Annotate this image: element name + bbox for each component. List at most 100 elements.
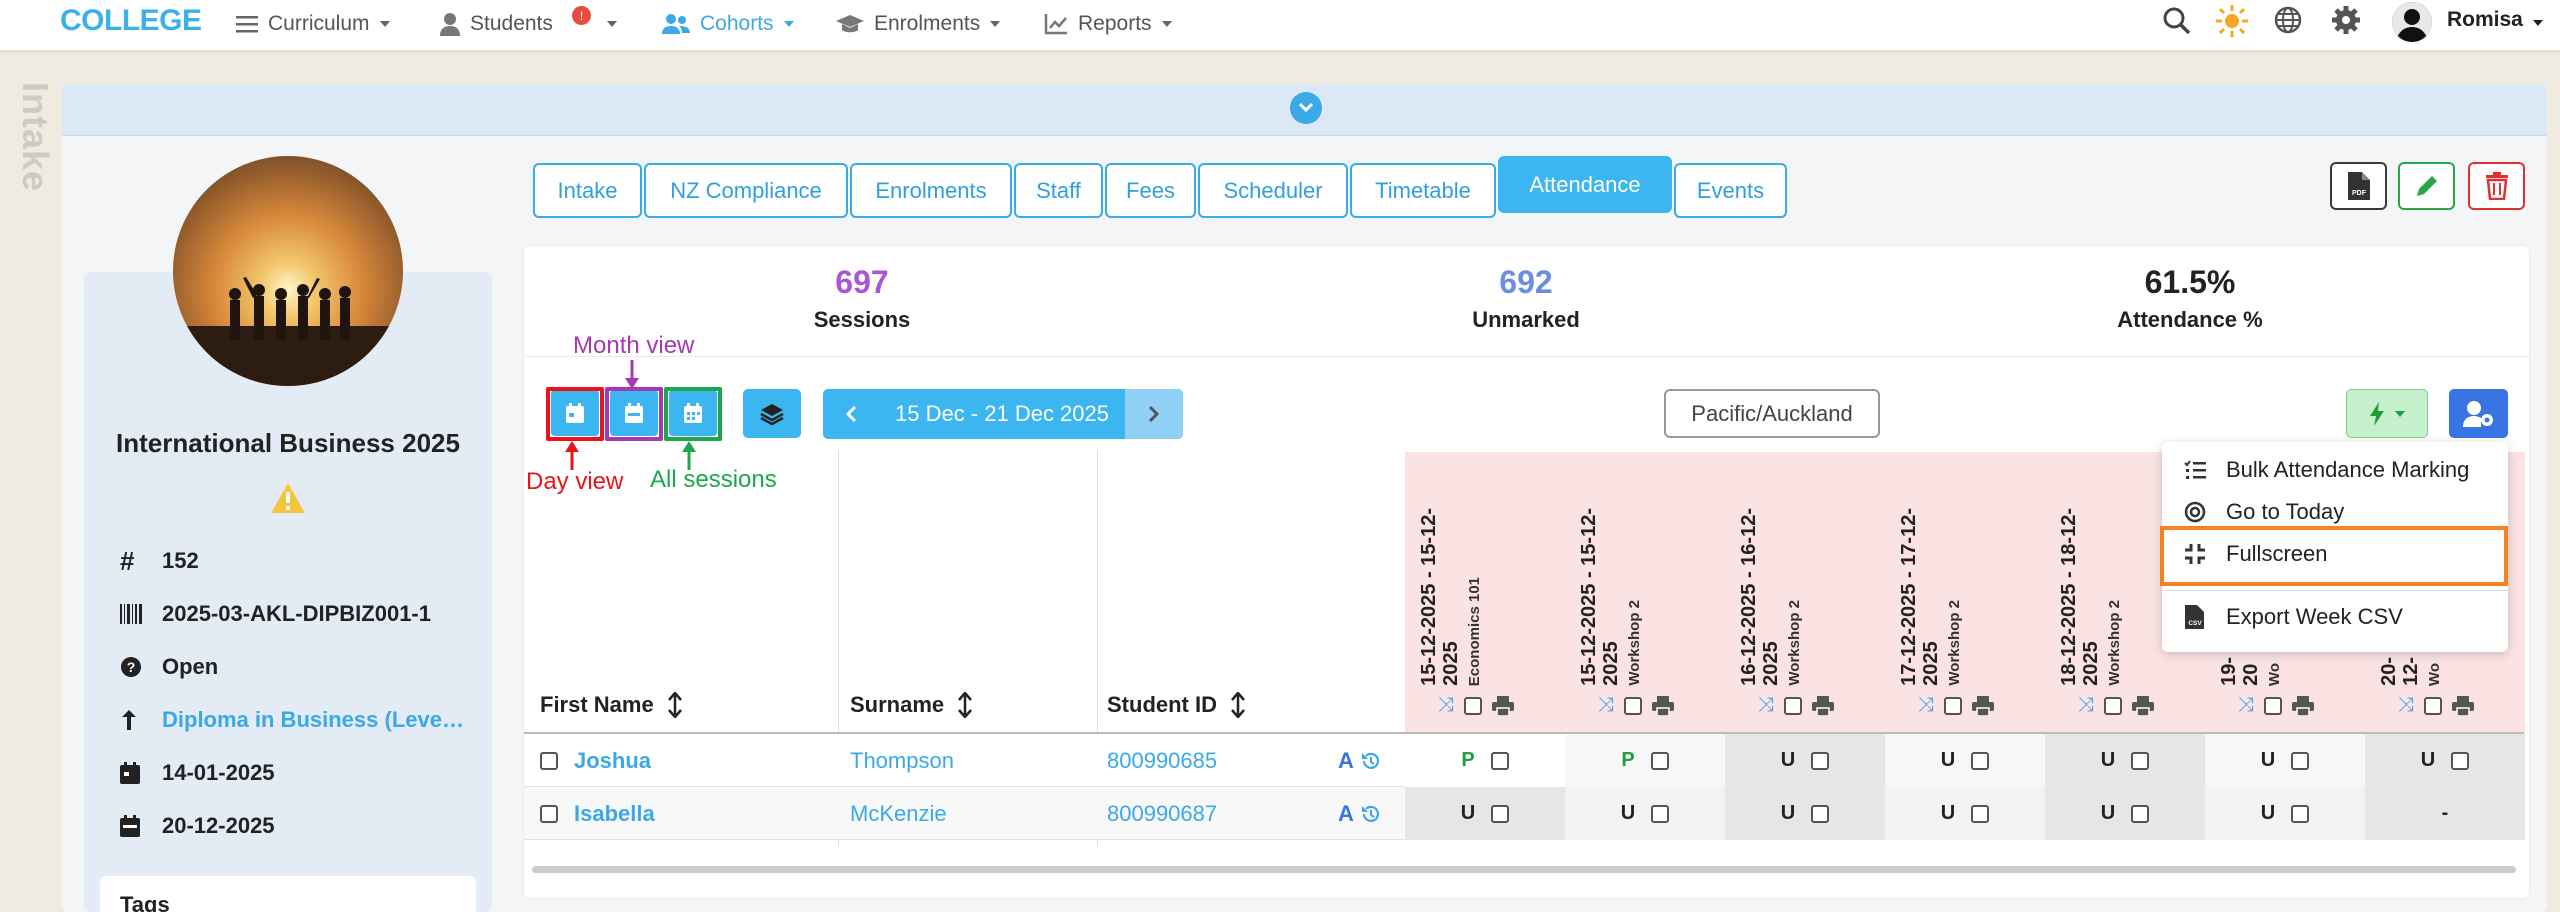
nav-curriculum[interactable]: Curriculum xyxy=(236,7,390,41)
session-select-checkbox[interactable] xyxy=(1944,696,1962,715)
layers-icon xyxy=(760,403,784,425)
attendance-checkbox[interactable] xyxy=(1490,751,1509,770)
session-select-checkbox[interactable] xyxy=(2104,696,2122,715)
column-header-student-id[interactable]: Student ID xyxy=(1107,692,1245,718)
edit-button[interactable] xyxy=(2398,162,2455,210)
attendance-checkbox[interactable] xyxy=(1650,751,1669,770)
shuffle-icon[interactable]: ⤨ xyxy=(1598,694,1614,716)
tab-events[interactable]: Events xyxy=(1674,163,1787,218)
search-icon[interactable] xyxy=(2162,6,2192,36)
attendance-checkbox[interactable] xyxy=(2131,751,2150,770)
menu-item-go-to-today[interactable]: Go to Today xyxy=(2184,497,2344,527)
history-icon[interactable] xyxy=(1360,750,1382,772)
attendance-mark: U xyxy=(1940,802,1956,824)
nav-cohorts[interactable]: Cohorts xyxy=(662,7,794,41)
row-select-checkbox[interactable] xyxy=(540,751,558,770)
student-first-name-link[interactable]: Isabella xyxy=(574,800,655,826)
nav-students[interactable]: Students xyxy=(440,7,617,41)
student-id-link[interactable]: 800990687 xyxy=(1107,800,1218,826)
menu-item-export-csv[interactable]: CSV Export Week CSV xyxy=(2184,602,2403,632)
session-controls: ⤨ xyxy=(1918,694,1994,717)
cohort-program-row[interactable]: Diploma in Business (Leve… xyxy=(120,705,464,735)
attendance-checkbox[interactable] xyxy=(1491,804,1510,823)
collapse-toggle-button[interactable] xyxy=(1290,92,1322,124)
print-icon[interactable] xyxy=(1652,695,1674,716)
brand-logo[interactable]: COLLEGE xyxy=(60,4,202,37)
tab-timetable[interactable]: Timetable xyxy=(1350,163,1496,218)
tab-fees[interactable]: Fees xyxy=(1105,163,1196,218)
all-sessions-highlight xyxy=(664,387,722,441)
timezone-button[interactable]: Pacific/Auckland xyxy=(1664,389,1880,438)
menu-item-fullscreen[interactable]: Fullscreen xyxy=(2184,539,2327,569)
row-select-checkbox[interactable] xyxy=(540,804,558,823)
print-icon[interactable] xyxy=(1492,695,1514,716)
print-icon[interactable] xyxy=(2452,695,2474,716)
day-view-button[interactable] xyxy=(551,390,599,436)
session-select-checkbox[interactable] xyxy=(1464,696,1482,715)
print-icon[interactable] xyxy=(1812,695,1834,716)
tab-attendance[interactable]: Attendance xyxy=(1498,156,1672,213)
attendance-checkbox[interactable] xyxy=(1651,804,1670,823)
students-notification-badge: ! xyxy=(572,6,591,25)
globe-icon[interactable] xyxy=(2273,5,2303,35)
sun-icon[interactable] xyxy=(2215,4,2249,38)
gear-icon[interactable] xyxy=(2330,4,2362,36)
attendance-cell: U xyxy=(2045,787,2205,840)
user-settings-button[interactable] xyxy=(2449,389,2508,438)
student-first-name-link[interactable]: Joshua xyxy=(574,747,652,773)
shuffle-icon[interactable]: ⤨ xyxy=(2078,694,2094,716)
tab-scheduler[interactable]: Scheduler xyxy=(1198,163,1348,218)
print-icon[interactable] xyxy=(1972,695,1994,716)
attendance-checkbox[interactable] xyxy=(1811,751,1830,770)
horizontal-scrollbar[interactable] xyxy=(532,866,2516,873)
shuffle-icon[interactable]: ⤨ xyxy=(2238,694,2254,716)
column-header-surname[interactable]: Surname xyxy=(850,692,973,718)
menu-item-bulk-attendance[interactable]: Bulk Attendance Marking xyxy=(2184,455,2469,485)
attendance-checkbox[interactable] xyxy=(1971,804,1990,823)
attendance-cell: U xyxy=(2205,734,2365,787)
shuffle-icon[interactable]: ⤨ xyxy=(1438,694,1454,716)
attendance-cell: U xyxy=(2045,734,2205,787)
nav-reports[interactable]: Reports xyxy=(1044,7,1172,41)
actions-dropdown-button[interactable] xyxy=(2346,389,2428,438)
nav-enrolments[interactable]: Enrolments xyxy=(836,7,1001,41)
print-icon[interactable] xyxy=(2292,695,2314,716)
next-week-button[interactable] xyxy=(1125,389,1183,439)
avatar[interactable] xyxy=(2392,2,2432,42)
month-view-button[interactable] xyxy=(610,390,658,436)
print-icon[interactable] xyxy=(2132,695,2154,716)
week-navigator: 15 Dec - 21 Dec 2025 xyxy=(823,389,1183,439)
delete-button[interactable] xyxy=(2468,162,2525,210)
surname-header: Surname xyxy=(850,692,945,717)
shuffle-icon[interactable]: ⤨ xyxy=(1758,694,1774,716)
shuffle-icon[interactable]: ⤨ xyxy=(1918,694,1934,716)
tab-nz-compliance[interactable]: NZ Compliance xyxy=(644,163,848,218)
user-menu[interactable]: Romisa xyxy=(2447,8,2543,32)
attendance-checkbox[interactable] xyxy=(1811,804,1830,823)
tab-intake[interactable]: Intake xyxy=(533,163,642,218)
question-circle-icon: ? xyxy=(121,657,141,677)
session-select-checkbox[interactable] xyxy=(2264,696,2282,715)
session-select-checkbox[interactable] xyxy=(1624,696,1642,715)
attendance-checkbox[interactable] xyxy=(2291,804,2310,823)
all-sessions-button[interactable] xyxy=(669,390,717,436)
attendance-checkbox[interactable] xyxy=(2451,751,2470,770)
nav-curriculum-label: Curriculum xyxy=(268,12,370,35)
attendance-checkbox[interactable] xyxy=(1971,751,1990,770)
pdf-button[interactable]: PDF xyxy=(2330,162,2387,210)
history-icon[interactable] xyxy=(1360,803,1382,825)
student-surname-link[interactable]: Thompson xyxy=(850,747,954,773)
attendance-checkbox[interactable] xyxy=(2131,804,2150,823)
student-surname-link[interactable]: McKenzie xyxy=(850,800,947,826)
session-select-checkbox[interactable] xyxy=(2424,696,2442,715)
tab-staff[interactable]: Staff xyxy=(1014,163,1103,218)
session-select-checkbox[interactable] xyxy=(1784,696,1802,715)
tab-enrolments[interactable]: Enrolments xyxy=(850,163,1012,218)
student-id-link[interactable]: 800990685 xyxy=(1107,747,1218,773)
attendance-checkbox[interactable] xyxy=(2291,751,2310,770)
shuffle-icon[interactable]: ⤨ xyxy=(2398,694,2414,716)
cohort-program-link[interactable]: Diploma in Business (Leve… xyxy=(162,707,464,732)
column-header-first-name[interactable]: First Name xyxy=(540,692,682,718)
layers-button[interactable] xyxy=(743,389,801,438)
previous-week-button[interactable] xyxy=(823,389,879,439)
